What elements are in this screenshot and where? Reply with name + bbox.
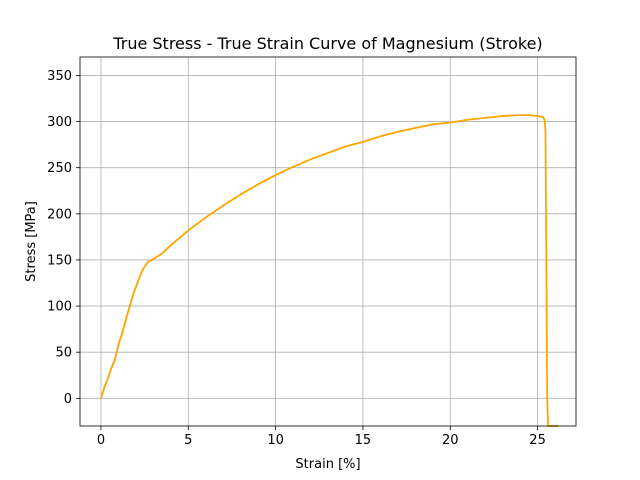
y-tick-label: 50 <box>55 346 72 361</box>
x-tick-label: 20 <box>442 433 459 448</box>
x-axis-ticks: 0 5 10 15 20 25 <box>97 426 546 448</box>
y-tick-label: 250 <box>47 161 72 176</box>
y-tick-label: 300 <box>47 115 72 130</box>
y-tick-label: 200 <box>47 207 72 222</box>
x-tick-label: 15 <box>355 433 372 448</box>
y-tick-label: 0 <box>64 392 72 407</box>
x-tick-label: 10 <box>267 433 284 448</box>
x-axis-label: Strain [%] <box>295 457 360 472</box>
chart-title: True Stress - True Strain Curve of Magne… <box>112 34 542 53</box>
x-tick-label: 0 <box>97 433 105 448</box>
y-axis-ticks: 0 50 100 150 200 250 300 350 <box>47 69 80 407</box>
x-tick-label: 25 <box>529 433 546 448</box>
y-tick-label: 150 <box>47 253 72 268</box>
x-tick-label: 5 <box>184 433 192 448</box>
data-series <box>100 114 559 427</box>
axes-frame <box>79 56 577 427</box>
grid <box>80 57 576 426</box>
y-axis-label: Stress [MPa] <box>24 201 39 282</box>
y-tick-label: 350 <box>47 69 72 84</box>
series-line <box>100 114 559 427</box>
y-tick-label: 100 <box>47 300 72 315</box>
